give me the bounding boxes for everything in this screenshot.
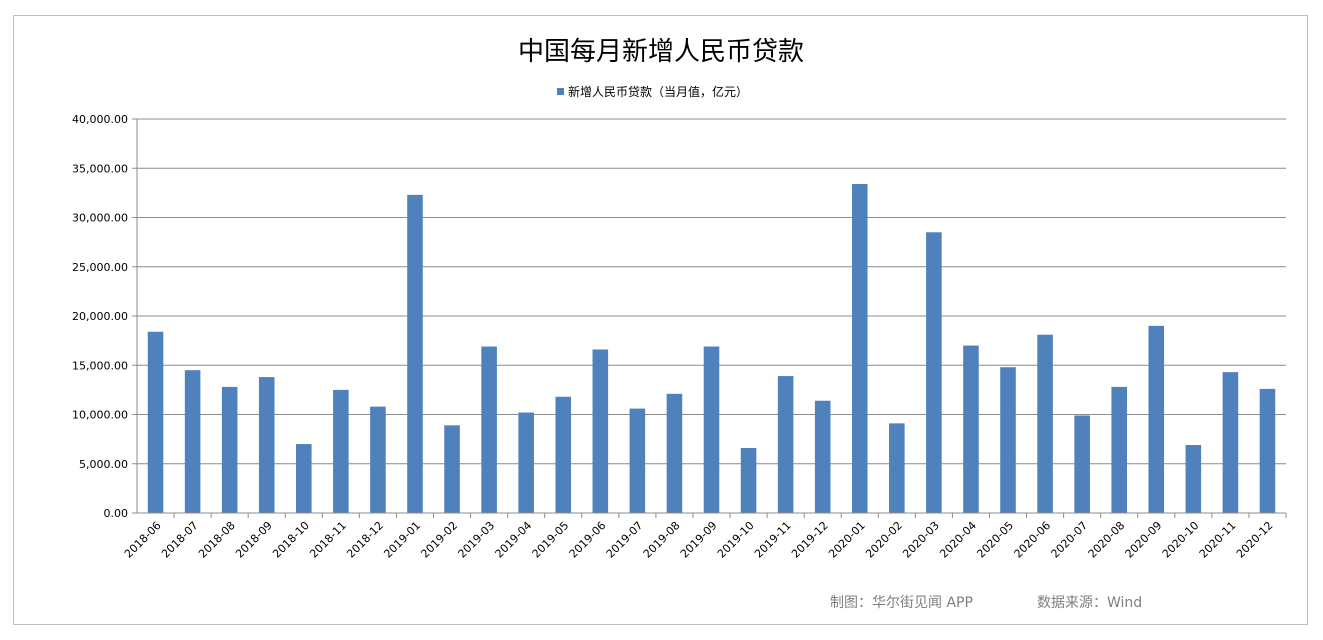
bar xyxy=(444,425,460,513)
x-tick-label: 2019-11 xyxy=(752,519,794,561)
bar xyxy=(333,389,349,513)
bar xyxy=(963,345,979,513)
x-tick-label: 2020-03 xyxy=(900,519,942,561)
x-tick-label: 2018-07 xyxy=(159,519,201,561)
x-tick-label: 2019-12 xyxy=(789,519,831,561)
y-tick-label: 30,000.00 xyxy=(72,212,128,225)
y-tick-label: 40,000.00 xyxy=(72,113,128,126)
bar xyxy=(629,408,646,513)
bar xyxy=(481,346,497,513)
x-tick-label: 2018-11 xyxy=(307,519,349,561)
bar xyxy=(851,184,868,513)
bar xyxy=(592,349,609,513)
x-axis: 2018-062018-072018-082018-092018-102018-… xyxy=(122,512,1287,561)
y-tick-label: 35,000.00 xyxy=(72,162,128,175)
bar xyxy=(407,194,423,513)
x-tick-label: 2019-06 xyxy=(567,519,609,561)
bar xyxy=(777,376,794,513)
x-tick-label: 2020-08 xyxy=(1086,519,1128,561)
y-axis: 0.00 5,000.00 10,000.00 15,000.00 20,000.00 2… xyxy=(72,113,138,520)
bar xyxy=(1148,325,1165,513)
x-tick-label: 2020-12 xyxy=(1234,519,1276,561)
bar xyxy=(296,444,312,513)
x-tick-label: 2019-07 xyxy=(604,519,646,561)
x-tick-label: 2019-08 xyxy=(641,519,683,561)
bar xyxy=(1037,334,1053,513)
x-tick-label: 2020-04 xyxy=(937,519,979,561)
bar xyxy=(740,447,757,513)
bar xyxy=(1259,388,1276,513)
bar xyxy=(926,232,942,513)
y-tick-label: 20,000.00 xyxy=(72,310,128,323)
bar xyxy=(1000,367,1016,513)
bar xyxy=(184,370,201,513)
source-text: 数据来源：Wind xyxy=(1037,595,1142,611)
bar xyxy=(1074,415,1090,513)
chart-frame xyxy=(13,15,1308,625)
x-tick-label: 2020-05 xyxy=(974,519,1016,561)
x-tick-label: 2018-08 xyxy=(196,519,238,561)
bar xyxy=(1222,372,1239,513)
bar xyxy=(370,406,386,513)
x-tick-label: 2019-09 xyxy=(678,519,720,561)
bar xyxy=(1185,445,1202,513)
y-tick-label: 15,000.00 xyxy=(72,359,128,372)
y-tick-label: 10,000.00 xyxy=(72,409,128,422)
x-tick-label: 2020-09 xyxy=(1123,519,1165,561)
bar xyxy=(555,396,572,513)
credit-text: 制图：华尔街见闻 APP xyxy=(830,595,973,611)
bar xyxy=(814,400,831,513)
y-tick-label: 0.00 xyxy=(104,507,129,520)
x-tick-label: 2018-09 xyxy=(233,519,275,561)
x-tick-label: 2019-05 xyxy=(530,519,572,561)
x-tick-label: 2019-10 xyxy=(715,519,757,561)
x-tick-label: 2019-01 xyxy=(381,519,423,561)
bar xyxy=(221,386,238,513)
bars xyxy=(147,184,1276,513)
bar xyxy=(147,331,164,513)
chart-title: 中国每月新增人民币贷款 xyxy=(518,37,804,67)
bar xyxy=(666,393,683,513)
x-tick-label: 2020-01 xyxy=(826,519,868,561)
x-tick-label: 2020-02 xyxy=(863,519,905,561)
bar xyxy=(258,377,275,513)
x-tick-label: 2020-10 xyxy=(1160,519,1202,561)
legend-swatch xyxy=(557,88,564,95)
x-tick-label: 2019-03 xyxy=(456,519,498,561)
x-tick-label: 2018-06 xyxy=(122,519,164,561)
x-tick-label: 2020-07 xyxy=(1049,519,1091,561)
bar xyxy=(703,346,720,513)
bar xyxy=(889,423,905,513)
y-tick-label: 5,000.00 xyxy=(79,458,128,471)
x-tick-label: 2018-10 xyxy=(270,519,312,561)
x-tick-label: 2020-11 xyxy=(1197,519,1239,561)
x-tick-label: 2018-12 xyxy=(344,519,386,561)
legend-label: 新增人民币贷款（当月值，亿元） xyxy=(568,84,748,99)
y-tick-label: 25,000.00 xyxy=(72,261,128,274)
x-tick-label: 2020-06 xyxy=(1012,519,1054,561)
bar xyxy=(1111,386,1127,513)
x-tick-label: 2019-02 xyxy=(418,519,460,561)
x-tick-label: 2019-04 xyxy=(493,519,535,561)
bar xyxy=(518,412,534,513)
